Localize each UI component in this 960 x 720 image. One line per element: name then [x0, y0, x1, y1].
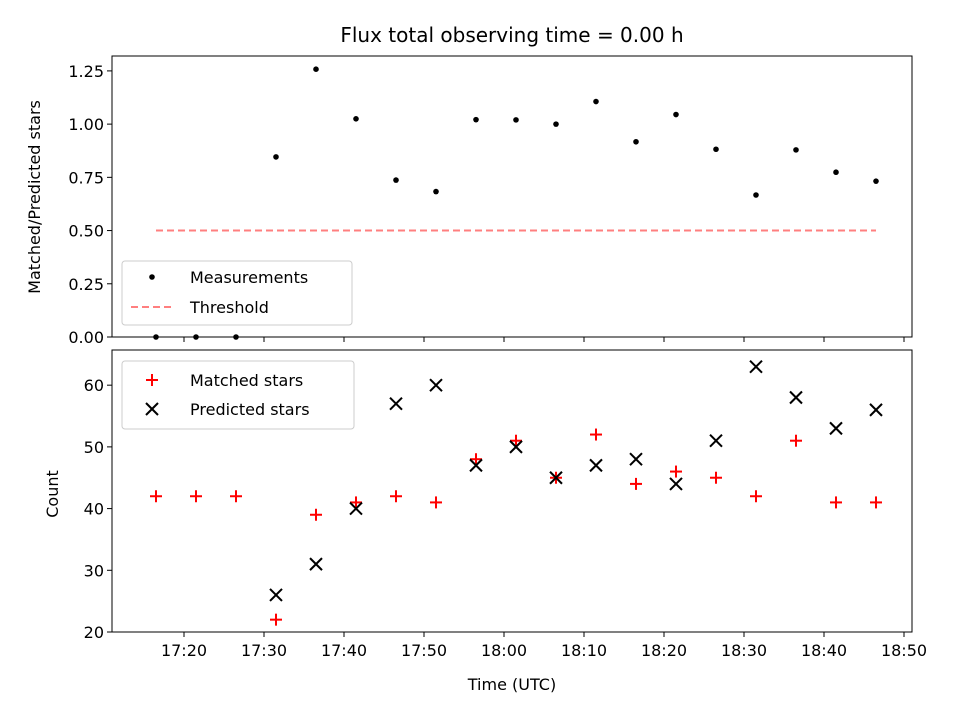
- measurement-point: [633, 138, 639, 145]
- legend-predicted-marker: [145, 402, 159, 416]
- predicted-stars-point: [629, 452, 643, 466]
- top-plot-frame: [111, 55, 913, 338]
- predicted-stars-point: [749, 359, 763, 374]
- top-ytick-label: 0.50: [68, 222, 104, 241]
- measurement-point: [553, 121, 559, 127]
- top-chart-title: Flux total observing time = 0.00 h: [340, 23, 683, 47]
- bottom-ytick-label: 50: [84, 438, 104, 457]
- measurement-point: [273, 154, 279, 160]
- bottom-legend: Matched stars Predicted stars: [121, 360, 355, 430]
- matched-stars-point: [710, 471, 722, 484]
- measurement-point: [793, 147, 799, 153]
- bottom-plot-frame: [111, 349, 913, 633]
- measurement-point: [313, 66, 319, 72]
- bottom-legend-box: [121, 360, 355, 430]
- xtick-label: 17:30: [241, 641, 287, 660]
- xtick-label: 17:40: [321, 641, 367, 660]
- x-axis-label: Time (UTC): [467, 675, 556, 694]
- predicted-stars-point: [789, 390, 803, 405]
- matched-stars-point: [270, 613, 282, 626]
- matched-stars-point: [590, 428, 602, 441]
- legend-matched-marker: [146, 374, 158, 386]
- measurement-point: [513, 117, 519, 123]
- measurement-point: [873, 178, 879, 184]
- measurement-point: [473, 116, 479, 123]
- top-legend: Measurements Threshold: [121, 260, 353, 326]
- measurement-point: [673, 111, 679, 118]
- legend-threshold-label: Threshold: [189, 298, 269, 317]
- predicted-stars-point: [509, 440, 523, 454]
- predicted-stars-point: [469, 458, 483, 473]
- matched-stars-point: [670, 465, 682, 478]
- matched-stars-point: [310, 508, 322, 521]
- predicted-stars-point: [589, 458, 603, 473]
- top-panel: Flux total observing time = 0.00 h Match…: [25, 23, 913, 347]
- top-ytick-label: 1.25: [68, 62, 104, 81]
- xtick-label: 17:20: [161, 641, 207, 660]
- bottom-y-axis-label: Count: [43, 470, 62, 518]
- matched-stars-point: [190, 490, 202, 503]
- legend-measurements-label: Measurements: [190, 268, 308, 287]
- predicted-stars-point: [309, 557, 323, 571]
- matched-stars-point: [830, 496, 842, 509]
- matched-stars-point: [230, 490, 242, 503]
- top-ytick-label: 0.25: [68, 275, 104, 294]
- bottom-ytick-label: 60: [84, 376, 104, 395]
- legend-matched-label: Matched stars: [190, 371, 303, 390]
- matched-stars-point: [750, 490, 762, 503]
- xtick-label: 18:30: [721, 641, 767, 660]
- xtick-label: 18:20: [641, 641, 687, 660]
- matched-stars-point: [790, 434, 802, 447]
- predicted-stars-point: [429, 378, 443, 392]
- bottom-ytick-label: 40: [84, 500, 104, 519]
- matched-stars-point: [150, 490, 162, 503]
- measurement-point: [753, 192, 759, 198]
- measurement-point: [593, 98, 599, 105]
- measurement-point: [713, 146, 719, 153]
- measurement-point: [433, 188, 439, 195]
- legend-predicted-label: Predicted stars: [190, 400, 310, 419]
- top-legend-box: [121, 260, 353, 326]
- xtick-label: 18:00: [481, 641, 527, 660]
- top-ytick-label: 0.00: [68, 328, 104, 347]
- predicted-stars-point: [549, 471, 563, 485]
- predicted-stars-point: [869, 403, 883, 417]
- top-y-axis-label: Matched/Predicted stars: [25, 100, 44, 294]
- xtick-label: 18:50: [881, 641, 927, 660]
- matched-stars-point: [510, 434, 522, 447]
- top-ytick-label: 0.75: [68, 168, 104, 187]
- matched-stars-point: [350, 496, 362, 509]
- top-ytick-label: 1.00: [68, 115, 104, 134]
- predicted-stars-point: [709, 434, 723, 448]
- matched-stars-point: [470, 453, 482, 466]
- xtick-label: 18:10: [561, 641, 607, 660]
- matched-stars-point: [870, 496, 882, 509]
- legend-measurements-marker: [149, 274, 155, 280]
- bottom-ytick-label: 20: [84, 623, 104, 642]
- predicted-stars-point: [389, 396, 403, 411]
- predicted-stars-point: [829, 421, 843, 436]
- predicted-stars-point: [349, 501, 363, 516]
- bottom-ytick-label: 30: [84, 561, 104, 580]
- measurement-point: [833, 169, 839, 176]
- matched-stars-point: [390, 490, 402, 503]
- matched-stars-point: [430, 496, 442, 509]
- matched-stars-point: [630, 477, 642, 490]
- predicted-stars-point: [269, 588, 283, 602]
- measurement-point: [353, 115, 359, 122]
- xtick-label: 18:40: [801, 641, 847, 660]
- predicted-stars-point: [669, 477, 683, 491]
- bottom-panel: Count Time (UTC) 20 30 40 50 60 17:20 17:30 17:…: [43, 349, 927, 694]
- xtick-label: 17:50: [401, 641, 447, 660]
- measurement-point: [393, 177, 399, 183]
